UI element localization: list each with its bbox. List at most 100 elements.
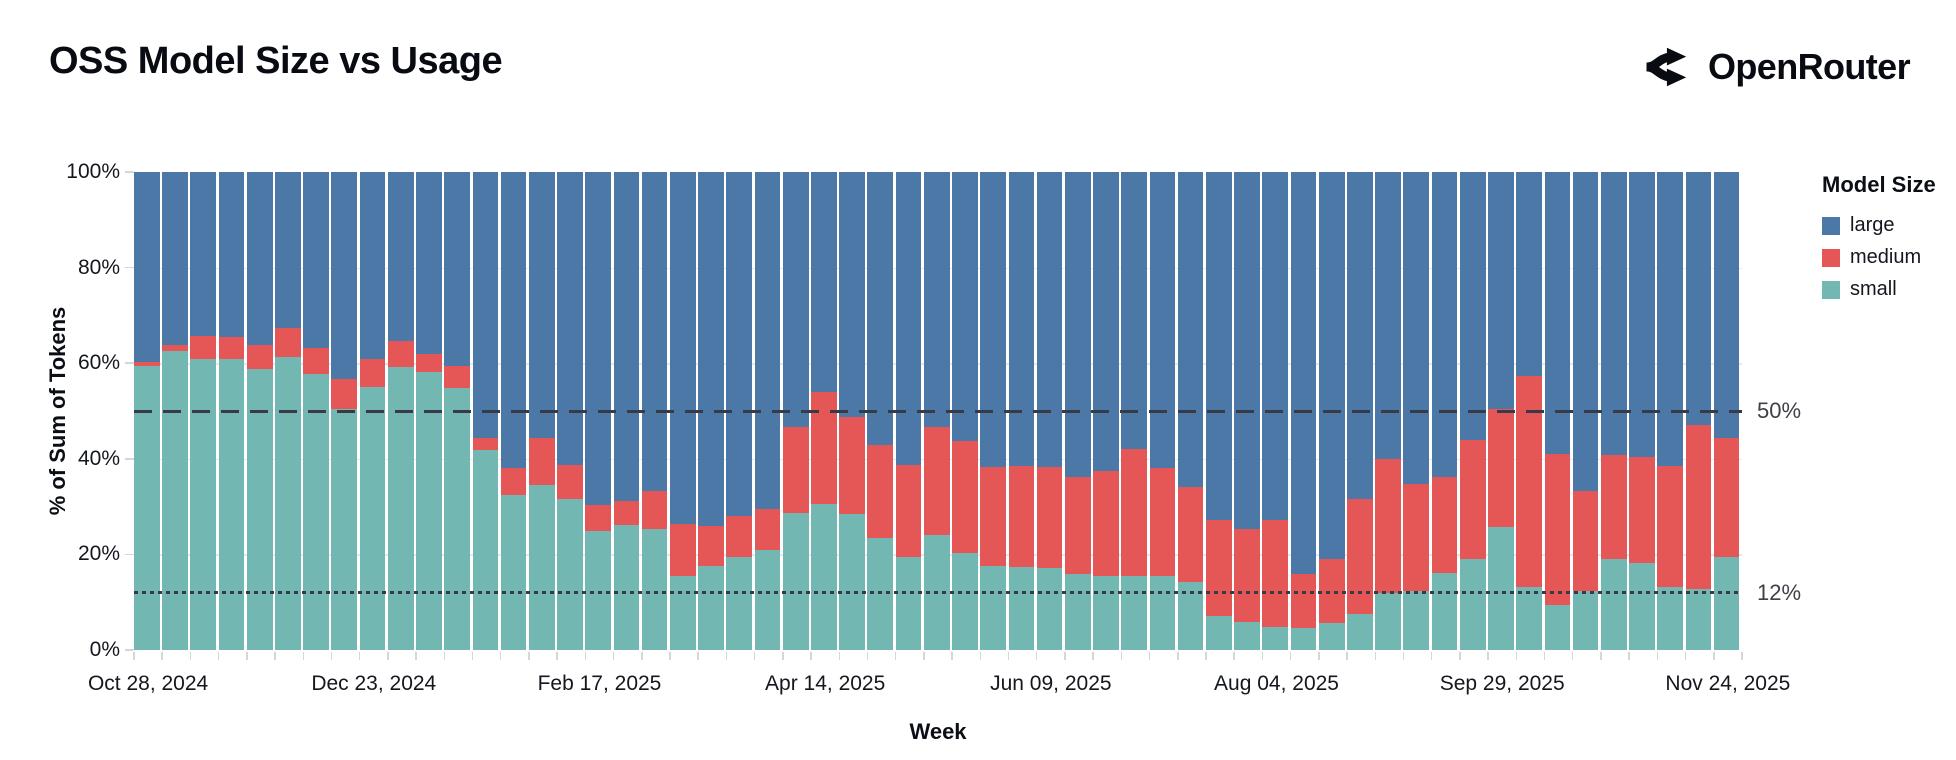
- bar-segment-large[interactable]: [387, 172, 414, 342]
- bar-segment-large[interactable]: [1488, 172, 1514, 409]
- bar-dec-09-2024[interactable]: [303, 172, 329, 650]
- bar-segment-large[interactable]: [1149, 172, 1176, 469]
- bar-segment-large[interactable]: [1177, 172, 1204, 487]
- legend-item-small[interactable]: small: [1822, 278, 1936, 301]
- bar-segment-small[interactable]: [1064, 573, 1091, 650]
- bar-segment-medium[interactable]: [1459, 440, 1486, 560]
- bar-jan-27-2025[interactable]: [500, 172, 527, 650]
- bar-segment-large[interactable]: [811, 172, 837, 392]
- bar-jul-28-2025[interactable]: [1234, 172, 1260, 650]
- bar-segment-medium[interactable]: [1600, 454, 1627, 560]
- bar-segment-medium[interactable]: [1629, 456, 1655, 563]
- bar-segment-small[interactable]: [500, 495, 527, 650]
- bar-segment-small[interactable]: [1008, 567, 1035, 650]
- bar-segment-large[interactable]: [359, 172, 386, 360]
- bar-segment-large[interactable]: [1713, 172, 1740, 438]
- bar-segment-medium[interactable]: [1008, 465, 1035, 568]
- bar-segment-large[interactable]: [1064, 172, 1091, 477]
- bar-segment-medium[interactable]: [1516, 376, 1543, 587]
- bar-segment-medium[interactable]: [1121, 449, 1148, 576]
- bar-nov-11-2024[interactable]: [190, 172, 217, 650]
- bar-segment-large[interactable]: [1459, 172, 1486, 441]
- bar-segment-medium[interactable]: [1544, 454, 1571, 606]
- bar-may-19-2025[interactable]: [952, 172, 978, 650]
- bar-mar-17-2025[interactable]: [698, 172, 724, 650]
- bar-segment-large[interactable]: [1318, 172, 1345, 560]
- bar-segment-small[interactable]: [698, 565, 724, 650]
- bar-segment-medium[interactable]: [246, 344, 273, 370]
- bar-segment-medium[interactable]: [923, 426, 950, 535]
- bar-segment-small[interactable]: [1036, 568, 1063, 650]
- bar-segment-large[interactable]: [1657, 172, 1684, 466]
- bar-sep-22-2025[interactable]: [1459, 172, 1486, 650]
- bar-segment-medium[interactable]: [1657, 465, 1684, 587]
- bar-segment-large[interactable]: [698, 172, 724, 526]
- bar-aug-25-2025[interactable]: [1347, 172, 1373, 650]
- bar-segment-small[interactable]: [1459, 559, 1486, 650]
- bar-segment-large[interactable]: [162, 172, 188, 345]
- bar-segment-small[interactable]: [1713, 557, 1740, 650]
- bar-segment-small[interactable]: [726, 556, 753, 650]
- bar-segment-large[interactable]: [218, 172, 245, 337]
- bar-jun-30-2025[interactable]: [1121, 172, 1148, 650]
- bar-segment-medium[interactable]: [359, 359, 386, 388]
- bar-segment-small[interactable]: [1403, 590, 1430, 650]
- bar-segment-large[interactable]: [670, 172, 696, 524]
- bar-jun-09-2025[interactable]: [1036, 172, 1063, 650]
- bar-segment-medium[interactable]: [557, 464, 583, 500]
- bar-segment-large[interactable]: [303, 172, 329, 348]
- bar-dec-16-2024[interactable]: [331, 172, 358, 650]
- bar-segment-large[interactable]: [1544, 172, 1571, 455]
- bar-segment-small[interactable]: [162, 351, 188, 650]
- bar-segment-small[interactable]: [1516, 586, 1543, 650]
- bar-segment-large[interactable]: [500, 172, 527, 468]
- bar-segment-medium[interactable]: [698, 525, 724, 566]
- bar-jan-20-2025[interactable]: [472, 172, 499, 650]
- bar-segment-large[interactable]: [613, 172, 640, 502]
- bar-segment-small[interactable]: [1318, 622, 1345, 650]
- bar-segment-medium[interactable]: [1713, 437, 1740, 558]
- bar-segment-small[interactable]: [275, 356, 301, 650]
- bar-segment-small[interactable]: [1093, 575, 1119, 650]
- bar-segment-large[interactable]: [1290, 172, 1317, 574]
- bar-nov-17-2025[interactable]: [1685, 172, 1712, 650]
- bar-jan-13-2025[interactable]: [444, 172, 471, 650]
- bar-nov-04-2024[interactable]: [162, 172, 188, 650]
- bar-aug-04-2025[interactable]: [1262, 172, 1289, 650]
- bar-segment-large[interactable]: [1347, 172, 1373, 499]
- bar-segment-medium[interactable]: [980, 466, 1007, 567]
- bar-segment-large[interactable]: [1572, 172, 1599, 492]
- bar-segment-medium[interactable]: [134, 362, 160, 367]
- bar-segment-large[interactable]: [416, 172, 442, 354]
- bar-segment-small[interactable]: [246, 369, 273, 650]
- bar-segment-large[interactable]: [557, 172, 583, 465]
- bar-feb-17-2025[interactable]: [585, 172, 612, 650]
- bar-segment-large[interactable]: [1375, 172, 1401, 460]
- bar-segment-medium[interactable]: [895, 464, 922, 557]
- bar-segment-large[interactable]: [782, 172, 809, 427]
- bar-segment-large[interactable]: [1600, 172, 1627, 455]
- bar-segment-small[interactable]: [670, 575, 696, 650]
- bar-may-12-2025[interactable]: [923, 172, 950, 650]
- bar-segment-large[interactable]: [275, 172, 301, 328]
- bar-segment-medium[interactable]: [190, 335, 217, 359]
- bar-segment-large[interactable]: [980, 172, 1007, 467]
- bar-mar-10-2025[interactable]: [670, 172, 696, 650]
- bar-jun-16-2025[interactable]: [1064, 172, 1091, 650]
- bar-segment-small[interactable]: [387, 367, 414, 650]
- bar-segment-medium[interactable]: [1036, 466, 1063, 569]
- bar-segment-medium[interactable]: [754, 508, 781, 551]
- bar-segment-large[interactable]: [895, 172, 922, 465]
- bar-nov-03-2025[interactable]: [1629, 172, 1655, 650]
- openrouter-brand[interactable]: OpenRouter: [1644, 42, 1911, 92]
- bar-nov-10-2025[interactable]: [1657, 172, 1684, 650]
- bar-oct-20-2025[interactable]: [1572, 172, 1599, 650]
- bar-segment-large[interactable]: [190, 172, 217, 336]
- bar-jul-21-2025[interactable]: [1206, 172, 1232, 650]
- bar-segment-small[interactable]: [1234, 622, 1260, 650]
- bar-segment-large[interactable]: [1234, 172, 1260, 529]
- bar-sep-08-2025[interactable]: [1403, 172, 1430, 650]
- bar-segment-small[interactable]: [416, 372, 442, 650]
- bar-segment-medium[interactable]: [331, 378, 358, 409]
- bar-segment-medium[interactable]: [1347, 498, 1373, 614]
